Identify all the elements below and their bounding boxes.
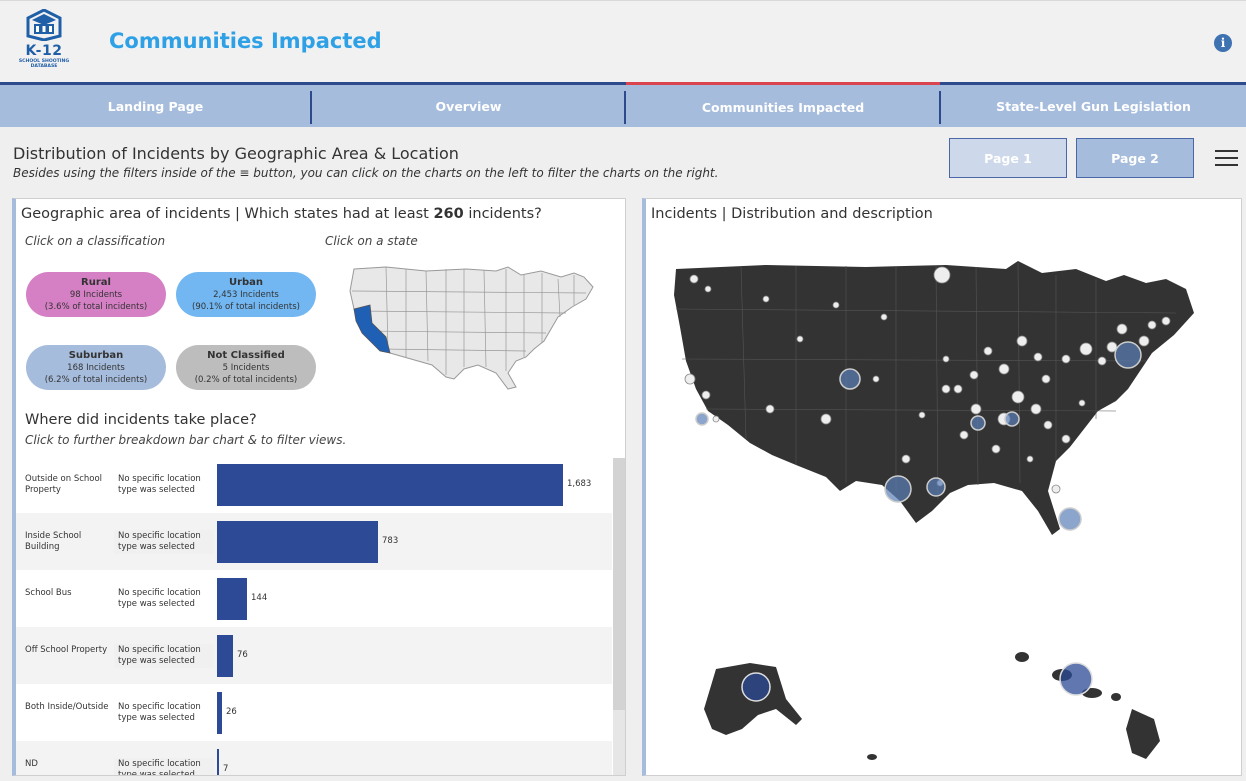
geographic-area-panel: Geographic area of incidents | Which sta…	[12, 198, 626, 776]
classification-name: Rural	[81, 277, 111, 288]
classification-percent: (0.2% of total incidents)	[194, 375, 298, 385]
scroll-thumb[interactable]	[613, 458, 625, 710]
bar[interactable]	[217, 635, 233, 677]
school-building-icon	[26, 8, 62, 42]
incidents-map[interactable]	[646, 229, 1242, 775]
vertical-scrollbar[interactable]	[613, 458, 625, 775]
top-bar: K-12 SCHOOL SHOOTING DATABASE Communitie…	[0, 0, 1246, 82]
section-title: Distribution of Incidents by Geographic …	[13, 144, 459, 163]
bar-value-label: 76	[237, 650, 248, 660]
bar[interactable]	[217, 692, 222, 734]
classification-count: 98 Incidents	[69, 290, 123, 300]
bar[interactable]	[217, 749, 219, 775]
nav-bar: Landing Page Overview Communities Impact…	[0, 82, 1246, 127]
title-prefix: Geographic area of incidents | Which sta…	[21, 206, 434, 222]
tab-divider	[310, 91, 312, 124]
where-hint: Click to further breakdown bar chart & t…	[25, 433, 347, 447]
bar-category-label: Off School Property	[25, 645, 108, 655]
bar-row[interactable]: ND No specific location type was selected…	[16, 741, 612, 775]
tab-overview[interactable]: Overview	[435, 98, 502, 114]
bar-subcategory-label: No specific location type was selected	[114, 701, 214, 725]
bar-row[interactable]: Outside on School Property No specific lo…	[16, 456, 612, 513]
contiguous-us-shape	[674, 261, 1194, 535]
bar-subcategory-label: No specific location type was selected	[114, 758, 214, 775]
logo[interactable]: K-12 SCHOOL SHOOTING DATABASE	[17, 8, 71, 79]
bar-subcategory-label: No specific location type was selected	[114, 473, 214, 497]
classification-name: Suburban	[68, 350, 124, 361]
bar-row[interactable]: Off School Property No specific location …	[16, 627, 612, 684]
logo-text: K-12	[25, 43, 63, 59]
tab-divider	[624, 91, 626, 124]
location-bar-chart[interactable]: Outside on School Property No specific lo…	[16, 456, 612, 775]
where-title: Where did incidents take place?	[25, 412, 257, 428]
classification-name: Urban	[228, 277, 264, 288]
bar-category-label: ND	[25, 759, 38, 769]
tab-state-level-gun-legislation[interactable]: State-Level Gun Legislation	[996, 98, 1191, 114]
title-number: 260	[433, 206, 464, 222]
title-suffix: incidents?	[463, 206, 542, 222]
bar-category-label: Both Inside/Outside	[25, 702, 109, 712]
classification-urban[interactable]: Urban 2,453 Incidents (90.1% of total in…	[176, 272, 316, 317]
territory-shape	[867, 754, 877, 760]
classification-percent: (3.6% of total incidents)	[44, 302, 148, 312]
state-hint: Click on a state	[325, 234, 418, 248]
bar-value-label: 1,683	[567, 479, 592, 489]
bar-value-label: 783	[382, 536, 399, 546]
state-borders	[351, 266, 587, 375]
california-state[interactable]	[353, 304, 391, 354]
bar-category-label: Outside on School Property	[25, 474, 103, 495]
hamburger-menu-icon[interactable]	[1215, 150, 1238, 168]
hawaii-incident-marker[interactable]	[1059, 662, 1093, 696]
alaska-incident-marker[interactable]	[741, 672, 771, 702]
classification-not-classified[interactable]: Not Classified 5 Incidents (0.2% of tota…	[176, 345, 316, 390]
incidents-map-title: Incidents | Distribution and description	[651, 206, 933, 222]
bar-value-label: 144	[251, 593, 268, 603]
classification-count: 2,453 Incidents	[213, 290, 279, 300]
info-icon[interactable]: i	[1214, 34, 1232, 52]
bar-value-label: 26	[226, 707, 237, 717]
page-2-button[interactable]: Page 2	[1076, 138, 1194, 178]
bar-subcategory-label: No specific location type was selected	[114, 530, 214, 554]
classification-rural[interactable]: Rural 98 Incidents (3.6% of total incide…	[26, 272, 166, 317]
app-title: Communities Impacted	[109, 29, 382, 53]
classification-name: Not Classified	[207, 350, 285, 361]
section-subtitle: Besides using the filters inside of the …	[13, 166, 719, 180]
state-selector-map[interactable]	[346, 261, 596, 391]
us-map-outline	[349, 266, 594, 390]
logo-subtitle: SCHOOL SHOOTING DATABASE	[18, 59, 70, 69]
classification-count: 168 Incidents	[67, 363, 125, 373]
bar-row[interactable]: Both Inside/Outside No specific location …	[16, 684, 612, 741]
bar-row[interactable]: School Bus No specific location type was …	[16, 570, 612, 627]
bar-subcategory-label: No specific location type was selected	[114, 644, 214, 668]
bar[interactable]	[217, 521, 378, 563]
bar-category-label: Inside School Building	[25, 531, 82, 552]
classification-percent: (6.2% of total incidents)	[44, 375, 148, 385]
page-1-button[interactable]: Page 1	[949, 138, 1067, 178]
highlighted-incident-markers[interactable]	[695, 341, 1142, 531]
tab-divider	[939, 91, 941, 124]
bar-category-label: School Bus	[25, 588, 72, 598]
classification-hint: Click on a classification	[25, 234, 166, 248]
tab-landing-page[interactable]: Landing Page	[107, 98, 204, 114]
bar[interactable]	[217, 464, 563, 506]
classification-percent: (90.1% of total incidents)	[192, 302, 300, 312]
incidents-map-panel: Incidents | Distribution and description	[642, 198, 1242, 776]
bar-row[interactable]: Inside School Building No specific locati…	[16, 513, 612, 570]
bar-subcategory-label: No specific location type was selected	[114, 587, 214, 611]
bar-value-label: 7	[223, 764, 229, 774]
classification-suburban[interactable]: Suburban 168 Incidents (6.2% of total in…	[26, 345, 166, 390]
bar[interactable]	[217, 578, 247, 620]
tab-communities-impacted[interactable]: Communities Impacted	[626, 82, 940, 127]
classification-count: 5 Incidents	[222, 363, 270, 373]
geographic-area-title: Geographic area of incidents | Which sta…	[21, 206, 542, 222]
